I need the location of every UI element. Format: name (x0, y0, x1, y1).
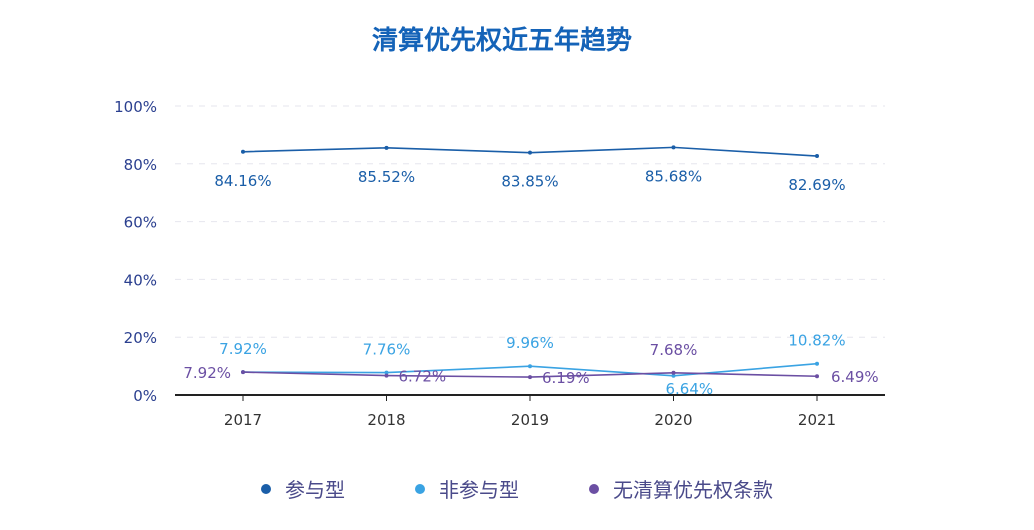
data-label: 7.92% (219, 340, 267, 358)
data-point (241, 149, 245, 154)
y-tick-label: 20% (124, 329, 157, 347)
legend-label: 非参与型 (439, 478, 519, 502)
data-label: 82.69% (788, 176, 845, 194)
data-point (815, 374, 819, 379)
legend-label: 参与型 (285, 478, 345, 502)
data-label: 7.68% (650, 341, 698, 359)
y-tick-label: 40% (124, 271, 157, 289)
data-point (241, 370, 245, 375)
y-tick-label: 80% (124, 156, 157, 174)
data-label: 7.76% (363, 341, 411, 359)
legend-label: 无清算优先权条款 (613, 478, 773, 502)
legend-marker (261, 483, 271, 494)
legend-item: 非参与型 (415, 474, 519, 503)
data-point (384, 373, 389, 378)
legend: 参与型 非参与型 无清算优先权条款 (0, 474, 1034, 503)
legend-item: 参与型 (261, 474, 345, 503)
data-point (671, 373, 676, 378)
data-point (528, 150, 532, 155)
data-label: 6.72% (399, 368, 447, 386)
data-label: 85.68% (645, 167, 702, 185)
data-point (815, 154, 819, 159)
x-tick-label: 2019 (511, 411, 549, 429)
legend-item: 无清算优先权条款 (589, 474, 773, 503)
data-point (528, 364, 532, 369)
legend-marker (589, 483, 599, 494)
x-tick-label: 2018 (367, 411, 405, 429)
data-label: 6.49% (831, 368, 879, 386)
legend-marker (415, 483, 425, 494)
chart-title: 清算优先权近五年趋势 (371, 26, 632, 56)
y-tick-label: 0% (133, 387, 157, 405)
data-label: 84.16% (214, 172, 271, 190)
x-tick-label: 2017 (224, 411, 262, 429)
data-point (384, 145, 389, 150)
data-label: 10.82% (788, 332, 845, 350)
data-point (671, 145, 676, 150)
data-point (815, 361, 819, 366)
data-label: 83.85% (501, 173, 558, 191)
data-label: 9.96% (506, 334, 554, 352)
x-tick-label: 2021 (798, 411, 836, 429)
data-label: 6.64% (666, 380, 714, 398)
y-tick-label: 100% (114, 98, 157, 116)
data-label: 7.92% (183, 364, 231, 382)
x-tick-label: 2020 (654, 411, 692, 429)
data-point (671, 370, 676, 375)
y-tick-label: 60% (124, 214, 157, 232)
data-point (528, 375, 532, 380)
data-point (384, 370, 389, 375)
data-label: 6.19% (542, 369, 590, 387)
data-label: 85.52% (358, 168, 415, 186)
